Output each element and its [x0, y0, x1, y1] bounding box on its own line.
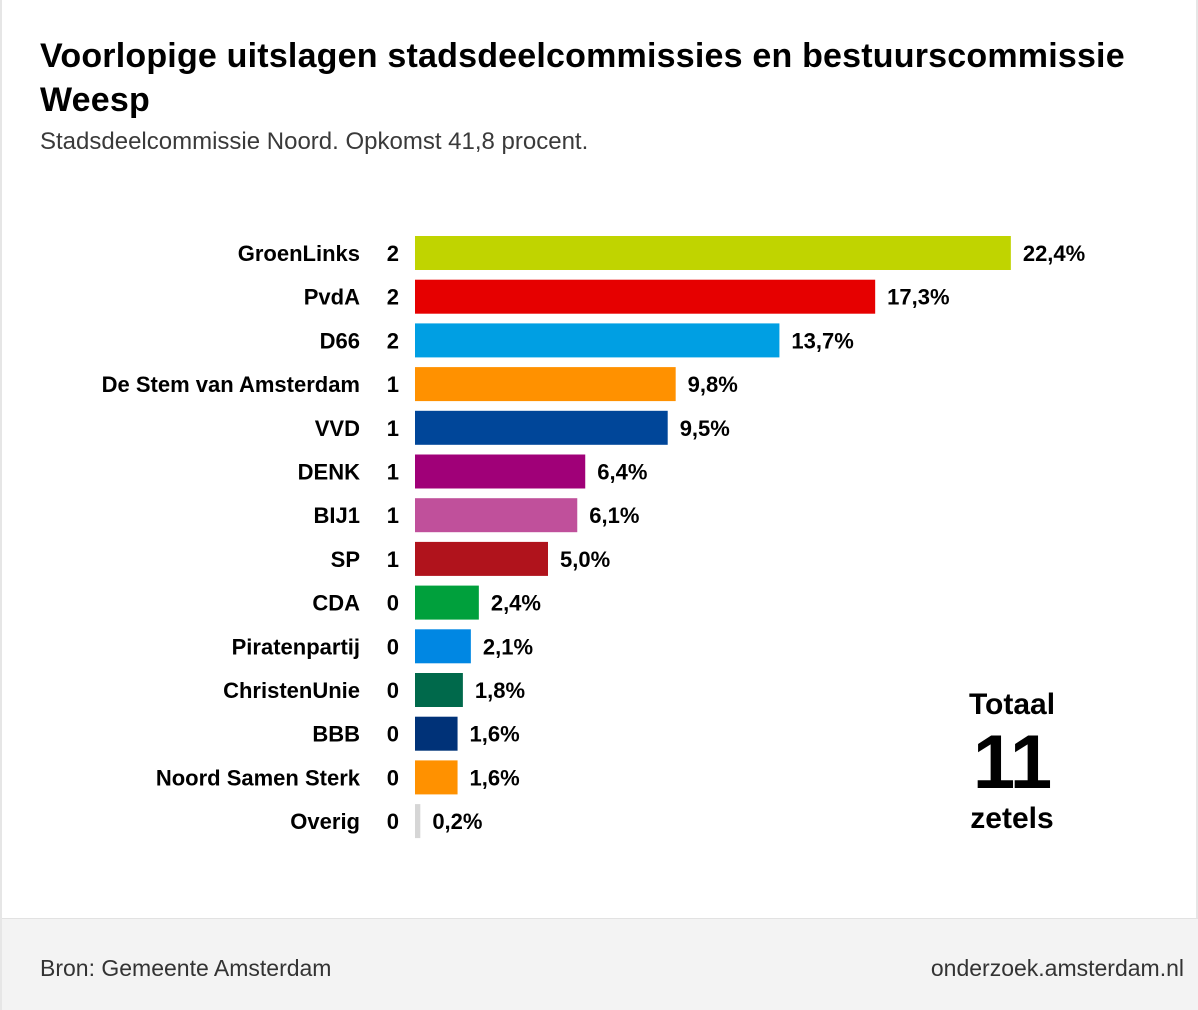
category-label: BIJ1 — [314, 503, 360, 528]
category-label: SP — [331, 547, 360, 572]
seat-label: 0 — [387, 809, 399, 834]
footer: Bron: Gemeente Amsterdam onderzoek.amste… — [2, 918, 1198, 1010]
category-label: D66 — [320, 328, 360, 353]
source-text: Bron: Gemeente Amsterdam — [40, 955, 332, 981]
category-label: PvdA — [304, 285, 360, 310]
category-label: GroenLinks — [238, 241, 360, 266]
data-label: 9,5% — [680, 416, 730, 441]
category-label: De Stem van Amsterdam — [102, 372, 360, 397]
bar — [415, 629, 471, 664]
category-label: Overig — [290, 809, 360, 834]
seat-label: 0 — [387, 678, 399, 703]
chart-title: Voorlopige uitslagen stadsdeelcommissies… — [40, 37, 1125, 119]
source-link[interactable]: onderzoek.amsterdam.nl — [930, 955, 1184, 981]
seat-label: 1 — [387, 372, 399, 397]
bar — [415, 804, 421, 839]
seat-label: 2 — [387, 241, 399, 266]
bar — [415, 585, 479, 620]
bar — [415, 498, 578, 533]
total-seats: Totaal 11 zetels — [932, 686, 1092, 836]
category-label: Noord Samen Sterk — [156, 765, 361, 790]
chart-subtitle: Stadsdeelcommissie Noord. Opkomst 41,8 p… — [40, 128, 589, 155]
data-label: 22,4% — [1023, 241, 1085, 266]
total-value: 11 — [972, 720, 1052, 805]
bar — [415, 323, 780, 358]
data-label: 1,8% — [475, 678, 525, 703]
category-label: Piratenpartij — [232, 634, 360, 659]
seat-label: 1 — [387, 416, 399, 441]
seat-label: 1 — [387, 460, 399, 485]
data-label: 9,8% — [688, 372, 738, 397]
seat-label: 1 — [387, 503, 399, 528]
bar — [415, 367, 676, 402]
data-label: 17,3% — [887, 285, 949, 310]
total-unit: zetels — [970, 802, 1054, 835]
data-label: 6,1% — [589, 503, 639, 528]
category-label: VVD — [315, 416, 360, 441]
category-label: DENK — [298, 460, 360, 485]
total-label: Totaal — [968, 688, 1056, 721]
data-label: 6,4% — [597, 460, 647, 485]
bar — [415, 760, 458, 795]
seat-label: 2 — [387, 285, 399, 310]
seat-label: 1 — [387, 547, 399, 572]
data-label: 1,6% — [470, 765, 520, 790]
category-label: CDA — [312, 591, 360, 616]
bar — [415, 410, 668, 445]
seat-label: 0 — [387, 722, 399, 747]
bar — [415, 716, 458, 751]
category-label: BBB — [312, 722, 360, 747]
data-label: 1,6% — [470, 722, 520, 747]
data-label: 0,2% — [432, 809, 482, 834]
data-label: 2,1% — [483, 634, 533, 659]
seat-label: 0 — [387, 634, 399, 659]
bar — [415, 236, 1011, 270]
seat-label: 0 — [387, 765, 399, 790]
data-label: 13,7% — [791, 328, 853, 353]
seat-label: 2 — [387, 328, 399, 353]
data-label: 5,0% — [560, 547, 610, 572]
category-label: ChristenUnie — [223, 678, 360, 703]
bar — [415, 279, 876, 314]
seat-label: 0 — [387, 591, 399, 616]
data-label: 2,4% — [491, 591, 541, 616]
bar-chart: GroenLinks 2 22,4% PvdA 2 17,3% D66 2 13,7% De St… — [102, 236, 1085, 839]
bar — [415, 673, 463, 707]
bar — [415, 454, 586, 489]
bar — [415, 541, 548, 576]
